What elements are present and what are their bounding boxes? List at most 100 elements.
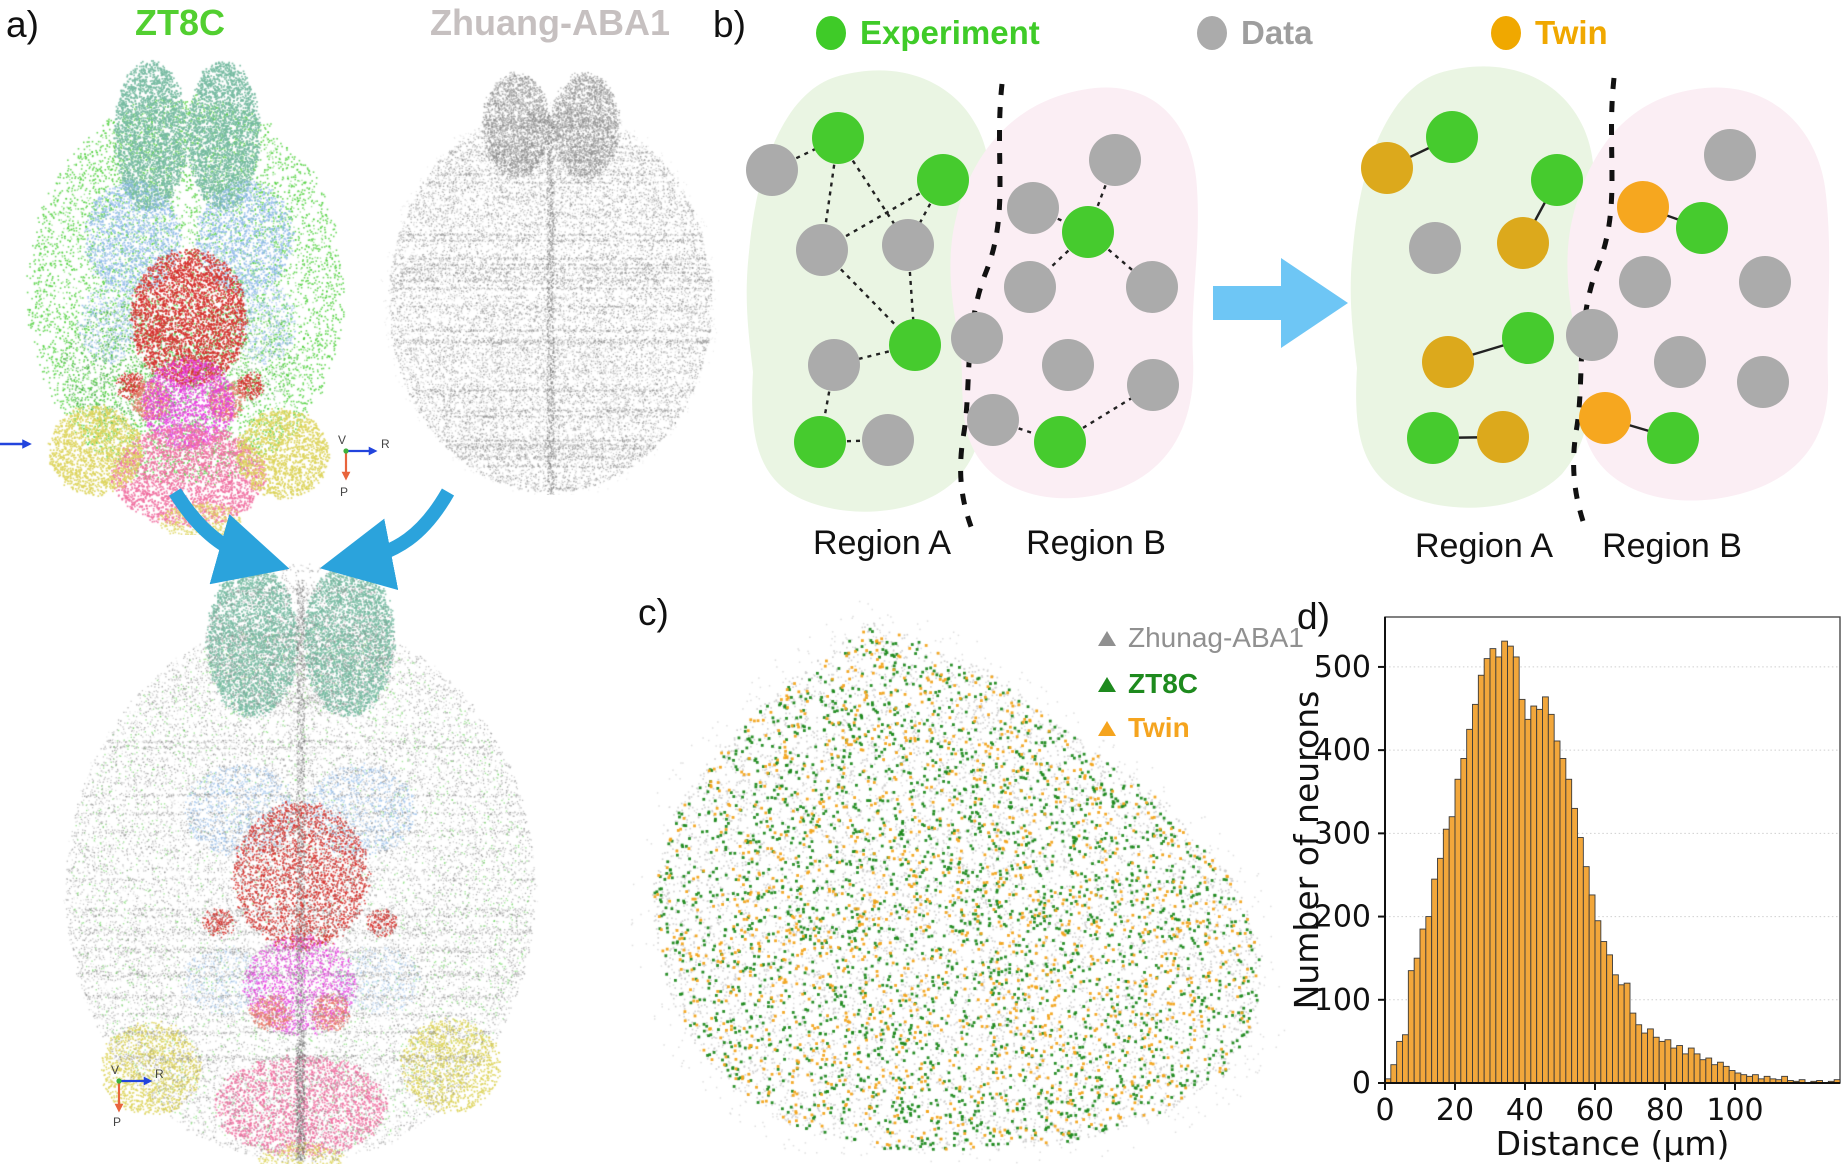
region-a-label-right: Region A [1415, 527, 1553, 565]
diagram-edge [1521, 179, 1559, 244]
x-tick-label: 80 [1646, 1093, 1684, 1128]
merge-arrow-right-icon [319, 488, 455, 591]
diagram-node-twin_a [1497, 217, 1549, 269]
diagram-node-data [951, 312, 1003, 364]
histogram-bar [1734, 1072, 1742, 1084]
diagram-node-data [1654, 336, 1706, 388]
x-axis-title: Distance (μm) [1496, 1124, 1730, 1163]
histogram-bar [1635, 1024, 1643, 1084]
histogram-bar [1559, 758, 1567, 1084]
diagram-node-data [1004, 261, 1056, 313]
diagram-after-twin-assignment [1361, 111, 1791, 464]
histogram-bar [1437, 857, 1444, 1084]
twin-label: Twin [1535, 14, 1608, 51]
panel-b-label: b) [713, 4, 746, 45]
histogram-bar [1711, 1064, 1718, 1084]
histogram-bar [1547, 713, 1555, 1084]
histogram-bar [1757, 1078, 1765, 1084]
histogram-bar [1676, 1045, 1683, 1084]
zhuang-aba1-title: Zhuang-ABA1 [430, 2, 670, 43]
diagram-node-exp [1034, 416, 1086, 468]
diagram-edge [1642, 205, 1703, 230]
diagram-edge [906, 244, 917, 346]
diagram-edge [1032, 206, 1089, 234]
panel-c-label: c) [638, 592, 669, 633]
diagram-node-exp [1426, 111, 1478, 163]
histogram-bar [1705, 1057, 1713, 1084]
diagram-edge [820, 137, 840, 251]
diagram-node-twin_b [1579, 392, 1631, 444]
histogram-bar [1798, 1079, 1806, 1084]
diagram-node-data [862, 414, 914, 466]
diagram-node-exp [917, 154, 969, 206]
diagram-edge [1432, 435, 1504, 440]
histogram-bar [1477, 674, 1485, 1084]
diagram-before-twin-assignment [746, 112, 1179, 468]
histogram-bar [1419, 928, 1427, 1084]
histogram-bar [1746, 1075, 1753, 1084]
y-tick-label: 400 [1314, 733, 1371, 768]
legend-item-twin: Twin [1491, 14, 1608, 52]
region-b-label-right: Region B [1602, 527, 1742, 565]
scatter-legend-label: Zhunag-ABA1 [1128, 622, 1304, 653]
histogram-bar [1699, 1059, 1707, 1084]
twin-assignment-diagrams [746, 111, 1791, 468]
diagram-node-data [1127, 359, 1179, 411]
diagram-node-data [1042, 339, 1094, 391]
histogram-bar [1472, 703, 1479, 1084]
distance-histogram: 0 20 40 60 80 100 0 100 200 300 400 500 Distance (μm… [1287, 616, 1841, 1163]
diagram-edge [1086, 159, 1117, 233]
histogram-bar [1682, 1053, 1689, 1084]
diagram-node-exp [812, 112, 864, 164]
histogram-bar [1448, 816, 1456, 1084]
diagram-node-exp [1676, 202, 1728, 254]
diagram-edge [1447, 336, 1529, 364]
diagram-edge [1087, 231, 1153, 288]
brain-merged-pointcloud [55, 560, 555, 1164]
histogram-bar [1722, 1065, 1730, 1084]
histogram-bar [1600, 941, 1608, 1084]
plot-frame [1384, 616, 1841, 1084]
histogram-bar [1827, 1080, 1835, 1084]
zt8c-title: ZT8C [135, 2, 225, 43]
histogram-bar [1617, 984, 1625, 1084]
diagram-node-data [796, 224, 848, 276]
histogram-bar [1787, 1080, 1794, 1084]
y-tick-label: 500 [1314, 650, 1371, 685]
histogram-bar [1792, 1080, 1800, 1084]
diagram-edge [771, 136, 839, 172]
diagram-edge [821, 178, 944, 252]
diagram-node-data [746, 144, 798, 196]
diagram-node-exp [1062, 206, 1114, 258]
histogram-bar [1384, 1078, 1392, 1084]
histogram-bar [1577, 837, 1584, 1084]
histogram-bar [1664, 1039, 1672, 1084]
histogram-bar [1466, 728, 1473, 1084]
histogram-bar [1524, 718, 1532, 1084]
histogram-bar [1612, 974, 1619, 1084]
scatter-legend-zt8c: ZT8C [1098, 668, 1198, 700]
diagram-node-exp [1647, 412, 1699, 464]
histogram-bar [1728, 1070, 1736, 1084]
histogram-bar [1396, 1040, 1403, 1084]
diagram-edge [1059, 383, 1154, 444]
histogram-bar [1752, 1074, 1759, 1084]
histogram-bar [1431, 878, 1438, 1084]
y-tick-label: 100 [1314, 983, 1371, 1018]
histogram-bar [1740, 1074, 1748, 1084]
diagram-node-exp [1531, 154, 1583, 206]
diagram-node-twin_a [1477, 411, 1529, 463]
diagram-node-twin_a [1422, 336, 1474, 388]
histogram-bar [1425, 916, 1433, 1084]
neuron-scatter-cloud [628, 588, 1300, 1164]
histogram-bar [1781, 1075, 1788, 1084]
diagram-node-twin_a [1361, 142, 1413, 194]
diagram-node-data [1619, 256, 1671, 308]
region-b-blob-left [950, 87, 1198, 499]
histogram-bar [1460, 758, 1468, 1084]
region-separator-left [958, 83, 1005, 533]
diagram-node-data [882, 219, 934, 271]
gray-triangle-icon [1098, 630, 1116, 646]
histogram-bar [1641, 1032, 1648, 1084]
transform-arrow-icon [1213, 258, 1348, 348]
